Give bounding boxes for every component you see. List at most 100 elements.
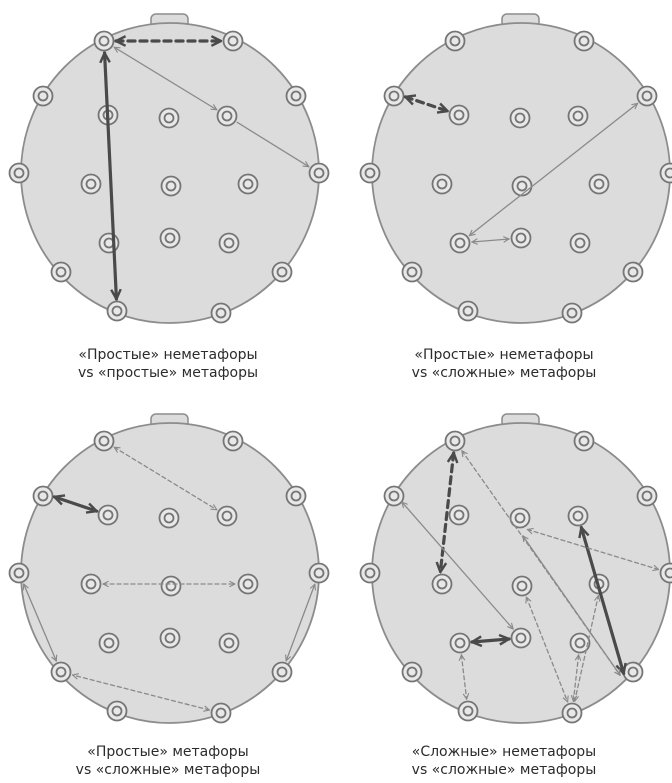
electrode	[636, 485, 658, 507]
electrode	[32, 485, 54, 507]
caption-line-1: «Простые» неметафоры	[414, 347, 594, 363]
connection-arrow	[236, 121, 309, 166]
connection-arrow	[472, 239, 509, 242]
caption-line-2: vs «сложные» метафоры	[411, 762, 597, 778]
connection-arrow	[526, 597, 567, 702]
electrode	[80, 173, 102, 195]
caption-line-2: vs «сложные» метафоры	[411, 365, 597, 381]
electrode	[567, 105, 589, 127]
electrode	[285, 85, 307, 107]
connection-arrow	[402, 502, 513, 629]
electrode	[561, 302, 583, 324]
electrode	[510, 627, 532, 649]
head-panel-3	[8, 413, 330, 724]
caption-line-1: «Простые» метафоры	[87, 744, 249, 760]
electrode	[588, 173, 610, 195]
electrode	[8, 562, 30, 584]
electrode	[457, 300, 479, 322]
caption-panel-2: «Простые» неметафоры vs «сложные» метафо…	[336, 346, 672, 382]
electrode	[431, 573, 453, 595]
electrode	[401, 661, 423, 683]
electrode	[158, 107, 180, 129]
electrode	[510, 227, 532, 249]
electrode	[383, 85, 405, 107]
electrode	[285, 485, 307, 507]
electrode	[32, 85, 54, 107]
connection-arrow	[405, 97, 447, 111]
electrode	[308, 162, 330, 184]
electrode	[218, 632, 240, 654]
electrode	[237, 173, 259, 195]
electrode	[216, 505, 238, 527]
caption-line-2: vs «простые» метафоры	[77, 365, 259, 381]
electrode	[8, 162, 30, 184]
electrode	[98, 232, 120, 254]
electrode	[449, 632, 471, 654]
connection-arrow	[114, 47, 217, 110]
electrode	[80, 573, 102, 595]
head-panel-2	[359, 13, 672, 324]
electrode	[457, 700, 479, 722]
caption-line-1: «Простые» неметафоры	[78, 347, 258, 363]
connection-arrow	[114, 447, 217, 510]
electrode	[659, 162, 672, 184]
electrode	[106, 300, 128, 322]
connection-arrow	[286, 584, 315, 661]
electrode	[50, 261, 72, 283]
electrode	[509, 107, 531, 129]
connection-arrow	[523, 536, 620, 675]
connection-arrow	[73, 675, 210, 710]
electrode	[271, 261, 293, 283]
electrode	[160, 175, 182, 197]
electrode	[158, 507, 180, 529]
head-panel-4	[359, 413, 672, 724]
connection-arrow	[24, 584, 57, 661]
electrode	[210, 702, 232, 724]
electrode	[159, 627, 181, 649]
electrode	[448, 504, 470, 526]
electrode	[97, 504, 119, 526]
electrode	[93, 30, 115, 52]
caption-panel-4: «Сложные» неметафоры vs «сложные» метафо…	[336, 743, 672, 779]
connection-arrow	[461, 655, 466, 699]
connection-arrow	[469, 103, 637, 235]
electrode	[216, 105, 238, 127]
electrode	[271, 661, 293, 683]
electrode	[431, 173, 453, 195]
electrode	[569, 232, 591, 254]
electrode	[444, 430, 466, 452]
electrode	[210, 302, 232, 324]
electrode	[222, 430, 244, 452]
electrode	[160, 575, 182, 597]
electrode	[106, 700, 128, 722]
electrode	[567, 505, 589, 527]
electrode	[98, 632, 120, 654]
electrode	[622, 661, 644, 683]
caption-line-2: vs «сложные» метафоры	[75, 762, 261, 778]
electrode	[93, 430, 115, 452]
caption-panel-3: «Простые» метафоры vs «сложные» метафоры	[0, 743, 336, 779]
electrode	[448, 104, 470, 126]
electrode	[50, 661, 72, 683]
electrode	[359, 162, 381, 184]
electrode	[573, 430, 595, 452]
electrode	[636, 85, 658, 107]
connection-arrow	[105, 51, 117, 301]
caption-line-1: «Сложные» неметафоры	[411, 744, 597, 760]
caption-panel-1: «Простые» неметафоры vs «простые» метафо…	[0, 346, 336, 382]
electrode	[383, 485, 405, 507]
electrode	[509, 507, 531, 529]
connection-arrow	[575, 596, 599, 702]
electrode	[401, 261, 423, 283]
electrode	[659, 562, 672, 584]
connection-arrow	[54, 497, 96, 511]
head-panel-1	[8, 13, 330, 324]
electrode	[622, 261, 644, 283]
electrode	[237, 573, 259, 595]
electrode	[561, 702, 583, 724]
electrode	[308, 562, 330, 584]
electrode	[444, 30, 466, 52]
electrode	[222, 30, 244, 52]
electrode	[359, 562, 381, 584]
